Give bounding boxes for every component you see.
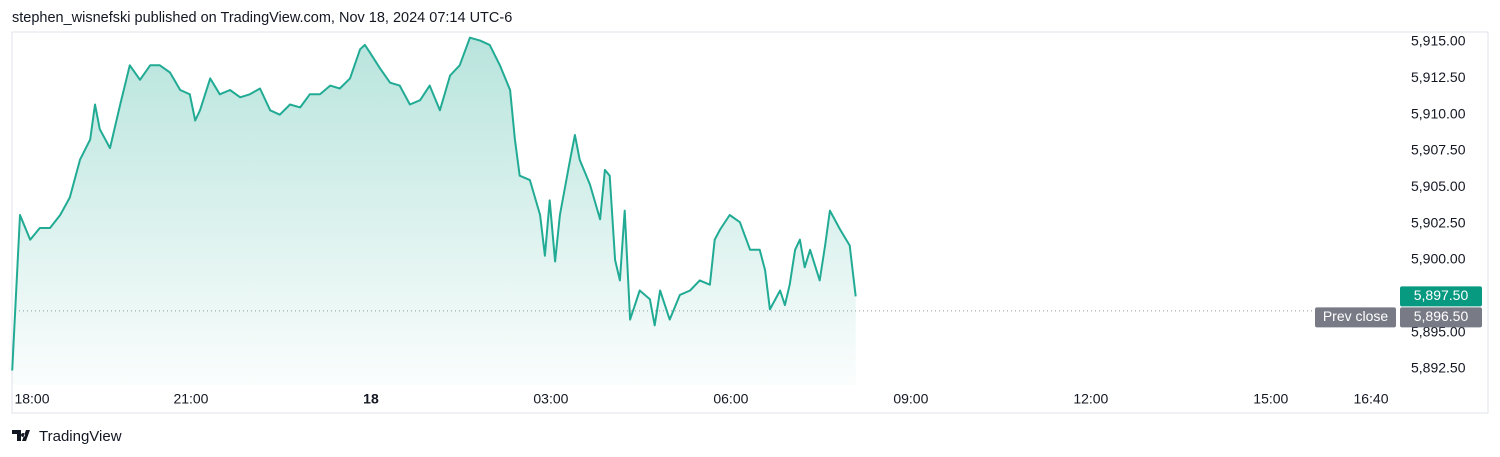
- area-fill: [12, 37, 856, 385]
- x-tick-label: 18:00: [14, 391, 49, 407]
- prev-close-name-box: [1315, 307, 1396, 328]
- chart-frame: [11, 31, 1489, 414]
- x-tick-label: 21:00: [173, 391, 208, 407]
- y-tick-label: 5,902.50: [1411, 214, 1466, 230]
- x-tick-label: 09:00: [893, 391, 928, 407]
- y-tick-label: 5,907.50: [1411, 142, 1466, 158]
- last-price-box: [1400, 286, 1482, 307]
- y-tick-label: 5,910.00: [1411, 105, 1466, 121]
- logo: [12, 430, 30, 441]
- x-tick-label: 06:00: [713, 391, 748, 407]
- last-price-label: 5,897.50: [1414, 287, 1469, 303]
- prev-close-box: [1400, 307, 1482, 328]
- y-tick-label: 5,905.00: [1411, 178, 1466, 194]
- y-tick-label: 5,915.00: [1411, 33, 1466, 49]
- x-tick-label: 18: [363, 391, 379, 407]
- prev-close-name: Prev close: [1323, 308, 1389, 324]
- x-tick-label: 03:00: [533, 391, 568, 407]
- prev-close-label: 5,896.50: [1414, 308, 1469, 324]
- x-tick-label: 16:40: [1353, 391, 1388, 407]
- price-line: [11, 36, 857, 371]
- y-tick-label: 5,900.00: [1411, 251, 1466, 267]
- y-tick-label: 5,912.50: [1411, 69, 1466, 85]
- x-tick-label: 12:00: [1073, 391, 1108, 407]
- x-tick-label: 15:00: [1253, 391, 1288, 407]
- y-tick-label: 5,892.50: [1411, 360, 1466, 376]
- y-tick-label: 5,895.00: [1411, 323, 1466, 339]
- publish-info: stephen_wisnefski published on TradingVi…: [12, 10, 512, 26]
- brand: TradingView: [39, 428, 122, 445]
